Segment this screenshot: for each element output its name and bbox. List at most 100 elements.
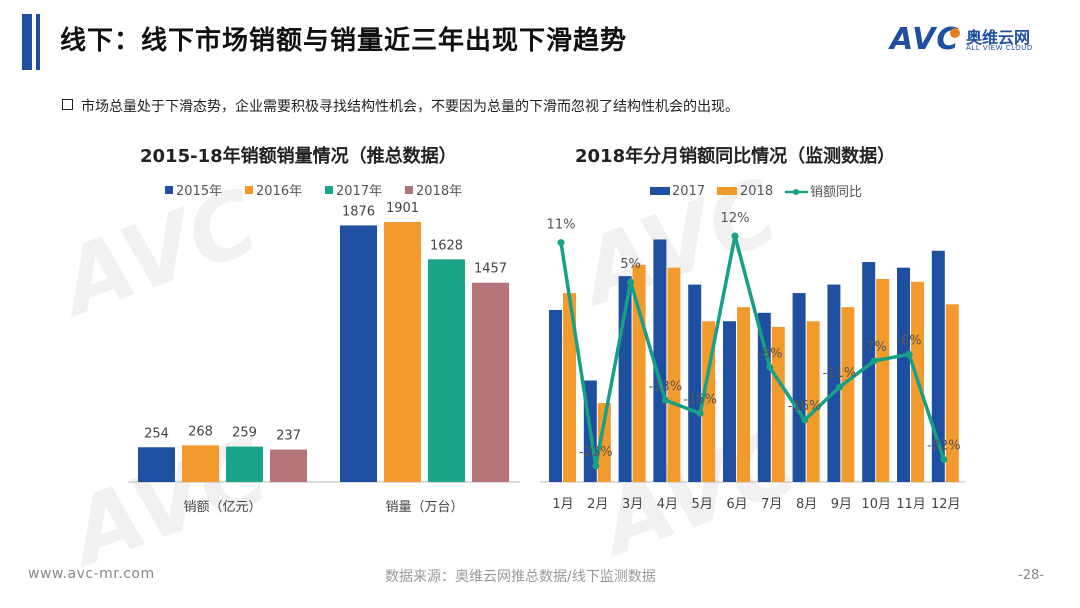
line-point (731, 232, 739, 240)
line-data-label: -8% (757, 346, 782, 361)
bar (945, 304, 959, 482)
bar-data-label: 268 (188, 424, 213, 439)
bar-data-label: 1457 (474, 262, 507, 277)
bar (340, 225, 377, 482)
x-tick-label: 2月 (587, 497, 608, 512)
line-point (905, 350, 913, 358)
bar (792, 293, 806, 482)
chart2-title: 2018年分月销额同比情况（监测数据） (575, 146, 896, 167)
line-data-label: -6% (896, 333, 921, 348)
chart1-title: 2015-18年销额销量情况（推总数据） (140, 146, 457, 167)
bullet-text: 市场总量处于下滑态势，企业需要积极寻找结构性机会，不要因为总量的下滑而忽视了结构… (81, 99, 739, 115)
legend-label: 2018年 (416, 184, 462, 199)
legend-swatch (165, 186, 173, 194)
line-point (592, 462, 600, 470)
line-point (766, 363, 774, 371)
logo-dot-icon (950, 28, 960, 38)
legend-label: 2015年 (176, 184, 222, 199)
footer-page-number: -28- (1018, 568, 1044, 583)
bullet-note: 市场总量处于下滑态势，企业需要积极寻找结构性机会，不要因为总量的下滑而忽视了结构… (62, 96, 739, 116)
title-accent-bar-thin (36, 14, 40, 70)
x-tick-label: 11月 (896, 497, 926, 512)
line-point (801, 416, 809, 424)
logo-cn-text: 奥维云网 (966, 28, 1031, 47)
bar-data-label: 259 (232, 426, 257, 441)
x-tick-label: 8月 (796, 497, 817, 512)
bar-data-label: 254 (144, 426, 169, 441)
bar (472, 282, 509, 482)
footer-source: 数据来源：奥维云网推总数据/线下监测数据 (385, 569, 656, 585)
bar-data-label: 1628 (430, 238, 463, 253)
legend-label: 2017年 (336, 184, 382, 199)
x-tick-label: 4月 (657, 497, 678, 512)
legend-label: 销额同比 (810, 185, 862, 200)
legend-swatch (650, 187, 670, 195)
bar (182, 445, 219, 482)
line-point (870, 357, 878, 365)
bar (723, 321, 736, 482)
line-data-label: 12% (721, 211, 750, 226)
line-data-label: -22% (927, 438, 961, 453)
x-tick-label: 6月 (726, 497, 747, 512)
x-tick-label: 1月 (552, 497, 573, 512)
legend-swatch (405, 186, 413, 194)
bar (667, 267, 681, 482)
bar (384, 222, 421, 482)
line-data-label: -23% (579, 445, 613, 460)
line-data-label: -13% (649, 379, 683, 394)
line-point (661, 396, 669, 404)
bar (653, 239, 667, 482)
x-tick-label: 12月 (931, 497, 961, 512)
bar-data-label: 1876 (342, 204, 375, 219)
x-tick-label: 5月 (692, 497, 713, 512)
bar (757, 312, 771, 482)
page-title: 线下：线下市场销额与销量近三年出现下滑趋势 (60, 26, 628, 56)
x-tick-label: 销额（亿元） (183, 500, 261, 515)
brand-logo: AVC 奥维云网 ALL VIEW CLOUD (890, 22, 1060, 58)
line-data-label: 11% (547, 218, 576, 233)
bar (771, 326, 785, 482)
line-point (557, 239, 565, 247)
footer-website[interactable]: www.avc-mr.com (28, 566, 155, 582)
line-data-label: -11% (823, 366, 857, 381)
logo-en-text: ALL VIEW CLOUD (966, 44, 1033, 52)
bar-data-label: 1901 (386, 201, 419, 216)
bar (428, 259, 465, 482)
bar (841, 307, 855, 482)
title-accent-bar (22, 14, 32, 70)
bar (862, 262, 876, 482)
bar (270, 449, 307, 482)
bar (827, 284, 841, 482)
square-bullet-icon (62, 99, 73, 110)
legend-swatch (325, 186, 333, 194)
logo-avc-text: AVC (890, 22, 960, 57)
legend-swatch (245, 186, 253, 194)
line-point (940, 455, 948, 463)
bar (876, 278, 890, 482)
bar (688, 284, 702, 482)
x-tick-label: 3月 (622, 497, 643, 512)
legend-label: 2018 (740, 184, 773, 199)
bar (931, 250, 945, 482)
line-data-label: -7% (862, 340, 887, 355)
x-tick-label: 7月 (761, 497, 782, 512)
bar (597, 403, 611, 482)
legend-label: 2016年 (256, 184, 302, 199)
legend-swatch (717, 187, 737, 195)
x-tick-label: 销量（万台） (385, 500, 463, 515)
bar (549, 309, 562, 482)
x-tick-label: 10月 (861, 497, 891, 512)
bar (897, 267, 910, 482)
line-point (835, 383, 843, 391)
legend-label: 2017 (672, 184, 705, 199)
bar (226, 446, 263, 482)
bar (806, 321, 820, 482)
bar (563, 293, 576, 482)
line-point (696, 409, 704, 417)
line-data-label: -16% (788, 399, 822, 414)
series-line (559, 234, 946, 468)
line-data-label: 5% (620, 257, 641, 272)
x-tick-label: 9月 (831, 497, 852, 512)
